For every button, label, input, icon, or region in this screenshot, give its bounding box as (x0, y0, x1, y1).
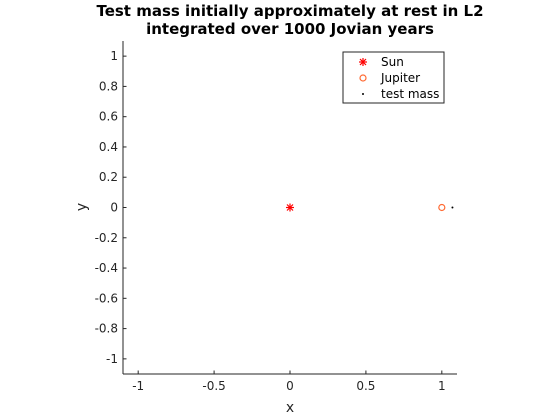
x-tick-label: -0.5 (202, 379, 225, 393)
y-tick-label: 0.8 (99, 79, 118, 93)
legend-label-jupiter: Jupiter (380, 71, 420, 85)
legend-marker-test-mass (362, 93, 364, 95)
chart-title-line-2: integrated over 1000 Jovian years (146, 20, 434, 38)
x-axis-label: x (286, 400, 294, 416)
data-marks (286, 203, 454, 212)
legend-label-sun: Sun (381, 55, 404, 69)
y-tick-label: -0.6 (95, 291, 118, 305)
x-tick-label: 0.5 (356, 379, 375, 393)
legend: Sun Jupiter test mass (342, 51, 445, 104)
y-tick-label: 0 (110, 201, 118, 215)
test-mass-point (451, 206, 454, 209)
y-tick-label: 0.2 (99, 170, 118, 184)
y-tick-label: 0.4 (99, 140, 118, 154)
tick-labels: -1 -0.5 0 0.5 1 1 0.8 0.6 0.4 0.2 0 -0.2 -0.4 -0.6 -0.… (95, 49, 446, 393)
x-tick-label: -1 (132, 379, 144, 393)
y-tick-label: -0.4 (95, 261, 118, 275)
y-tick-label: -0.2 (95, 231, 118, 245)
plot-axes (122, 41, 457, 375)
legend-marker-sun (359, 58, 367, 66)
y-tick-label: -0.8 (95, 322, 118, 336)
y-tick-label: 0.6 (99, 110, 118, 124)
x-tick-label: 0 (286, 379, 294, 393)
jupiter-point (438, 203, 446, 212)
legend-marker-jupiter (359, 74, 367, 82)
sun-point (286, 203, 294, 212)
x-tick-label: 1 (438, 379, 446, 393)
y-tick-label: 1 (110, 49, 118, 63)
chart-title-line-1: Test mass initially approximately at res… (96, 2, 483, 20)
y-tick-label: -1 (106, 352, 118, 366)
y-axis-label: y (74, 203, 90, 211)
legend-label-test-mass: test mass (381, 87, 439, 101)
